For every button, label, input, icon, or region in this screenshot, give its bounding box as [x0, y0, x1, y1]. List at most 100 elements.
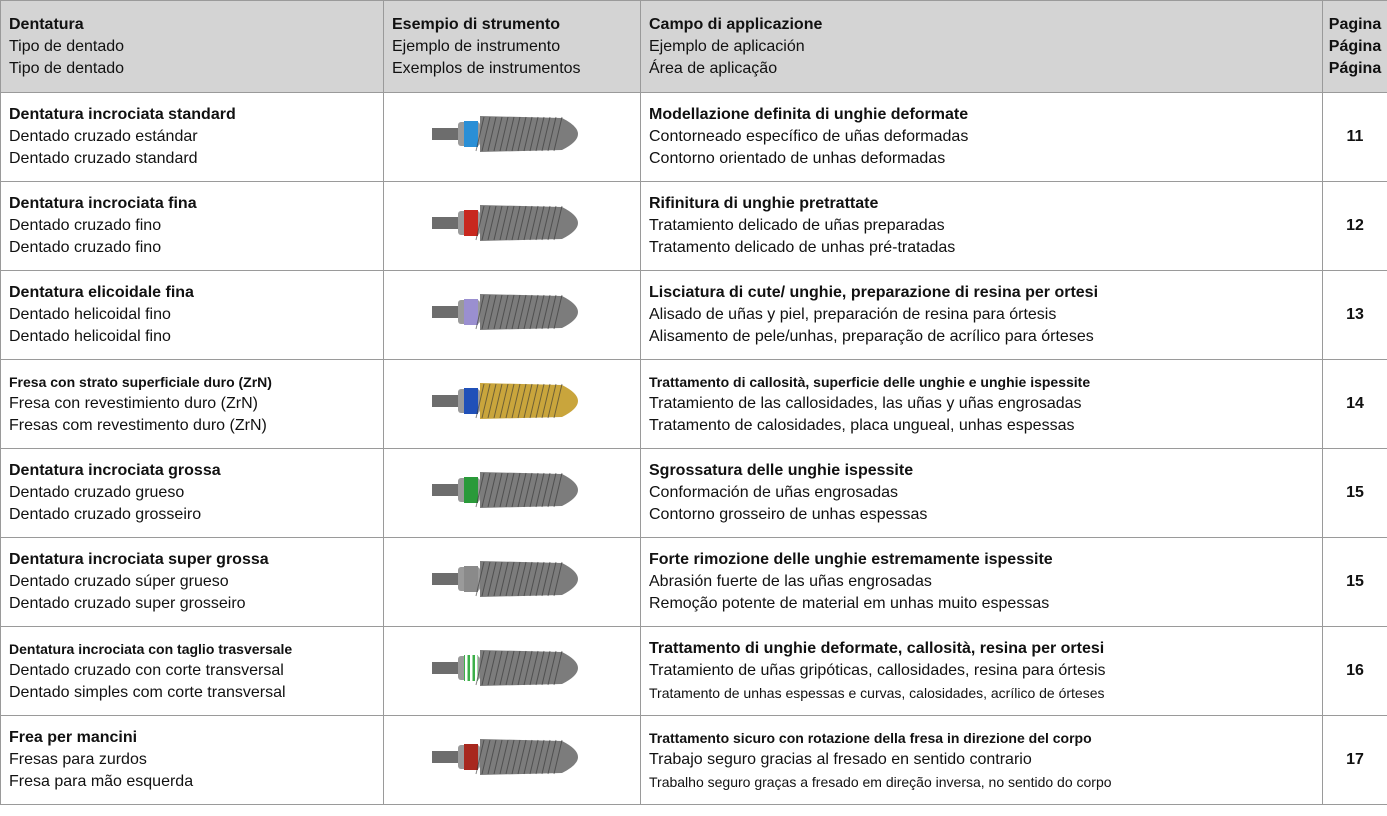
bur-part — [432, 572, 462, 585]
bur-part — [465, 653, 468, 682]
tooth-type-cell: Dentatura incrociata fina Dentado cruzado… — [0, 181, 384, 271]
bur-image — [432, 471, 578, 508]
bur-part — [511, 472, 521, 507]
bur-part — [475, 116, 485, 151]
cell-line: Exemplos de instrumentos — [392, 59, 581, 77]
cell-line: Esempio di strumento — [392, 15, 561, 33]
instrument-cell — [383, 181, 641, 271]
cell-line: Dentatura — [9, 15, 84, 33]
bur-part — [535, 383, 545, 418]
cell-line: Remoção potente de material em unhas mui… — [649, 595, 1050, 612]
cell-line: Tratamento de calosidades, placa ungueal… — [649, 417, 1075, 434]
bur-part — [499, 739, 509, 774]
header-cell: Dentatura Tipo de dentado Tipo de dentado — [0, 0, 384, 93]
bur-part — [480, 115, 578, 152]
header-cell: Esempio di strumento Ejemplo de instrumen… — [383, 0, 641, 93]
instrument-cell — [383, 359, 641, 449]
cell-line: Modellazione definita di unghie deformat… — [649, 106, 969, 123]
cell-line: Tipo de dentado — [9, 59, 125, 77]
header-cell: Pagina Página Página — [1322, 0, 1387, 93]
application-cell: Trattamento sicuro con rotazione della f… — [640, 715, 1323, 805]
table-row: Dentatura incrociata grossa Dentado cruza… — [0, 448, 1387, 538]
bur-part — [499, 650, 509, 685]
bur-part — [480, 382, 578, 419]
tooth-type-cell: Dentatura incrociata standard Dentado cru… — [0, 92, 384, 182]
bur-part — [541, 205, 551, 240]
cell-line: Dentatura incrociata standard — [9, 106, 236, 123]
bur-part — [475, 472, 485, 507]
application-cell: Sgrossatura delle unghie ispessite Confor… — [640, 448, 1323, 538]
bur-part — [464, 298, 478, 325]
bur-part — [487, 205, 497, 240]
bur-part — [517, 116, 527, 151]
cell-line: Fresa para mão esquerda — [9, 773, 194, 790]
bur-part — [432, 127, 462, 140]
instrument-cell — [383, 270, 641, 360]
bur-part — [523, 383, 533, 418]
bur-part — [529, 561, 539, 596]
bur-part — [535, 561, 545, 596]
instrument-cell — [383, 715, 641, 805]
cell-line: Dentado simples com corte transversal — [9, 684, 286, 701]
bur-part — [535, 205, 545, 240]
bur-part — [505, 739, 515, 774]
bur-image — [432, 649, 578, 686]
bur-part — [541, 294, 551, 329]
bur-image — [432, 560, 578, 597]
cell-line: Contorneado específico de uñas deformada… — [649, 128, 969, 145]
cell-line: Dentado cruzado grueso — [9, 484, 185, 501]
bur-part — [517, 294, 527, 329]
application-cell: Rifinitura di unghie pretrattate Tratamie… — [640, 181, 1323, 271]
cell-line: Abrasión fuerte de las uñas engrosadas — [649, 573, 932, 590]
bur-part — [493, 116, 503, 151]
bur-part — [517, 383, 527, 418]
bur-part — [511, 205, 521, 240]
cell-line: Sgrossatura delle unghie ispessite — [649, 462, 914, 479]
bur-part — [553, 561, 563, 596]
page-cell: 11 — [1322, 92, 1387, 182]
application-cell: Trattamento di callosità, superficie del… — [640, 359, 1323, 449]
instrument-cell — [383, 537, 641, 627]
cell-line: Dentado cruzado standard — [9, 150, 198, 167]
cell-line: Dentatura elicoidale fina — [9, 284, 194, 301]
bur-part — [505, 383, 515, 418]
bur-part — [464, 120, 478, 147]
bur-part — [535, 739, 545, 774]
bur-part — [547, 739, 557, 774]
bur-part — [541, 472, 551, 507]
bur-part — [464, 565, 478, 592]
bur-part — [553, 739, 563, 774]
tooth-type-cell: Fresa con strato superficiale duro (ZrN)… — [0, 359, 384, 449]
cell-line: Campo di applicazione — [649, 15, 823, 33]
cell-line: Conformación de uñas engrosadas — [649, 484, 899, 501]
bur-part — [493, 561, 503, 596]
bur-part — [535, 294, 545, 329]
bur-image — [432, 382, 578, 419]
tooth-type-cell: Dentatura elicoidale fina Dentado helicoi… — [0, 270, 384, 360]
bur-part — [464, 209, 478, 236]
cell-line: Trattamento di unghie deformate, callosi… — [649, 640, 1105, 657]
page-cell: 15 — [1322, 448, 1387, 538]
cell-line: Página — [1328, 59, 1382, 77]
bur-part — [505, 472, 515, 507]
bur-part — [511, 739, 521, 774]
cell-line: Fresas para zurdos — [9, 751, 147, 768]
bur-part — [535, 650, 545, 685]
bur-part — [432, 661, 462, 674]
cell-line: Dentatura incrociata grossa — [9, 462, 221, 479]
bur-part — [432, 750, 462, 763]
page-cell: 15 — [1322, 537, 1387, 627]
cell-line: Alisamento de pele/unhas, preparação de … — [649, 328, 1094, 345]
bur-part — [529, 205, 539, 240]
bur-part — [535, 116, 545, 151]
bur-part — [541, 739, 551, 774]
cell-line: Dentado cruzado grosseiro — [9, 506, 202, 523]
bur-part — [511, 561, 521, 596]
cell-line: Rifinitura di unghie pretrattate — [649, 195, 879, 212]
bur-image — [432, 115, 578, 152]
bur-part — [493, 650, 503, 685]
bur-part — [475, 561, 485, 596]
bur-part — [541, 650, 551, 685]
